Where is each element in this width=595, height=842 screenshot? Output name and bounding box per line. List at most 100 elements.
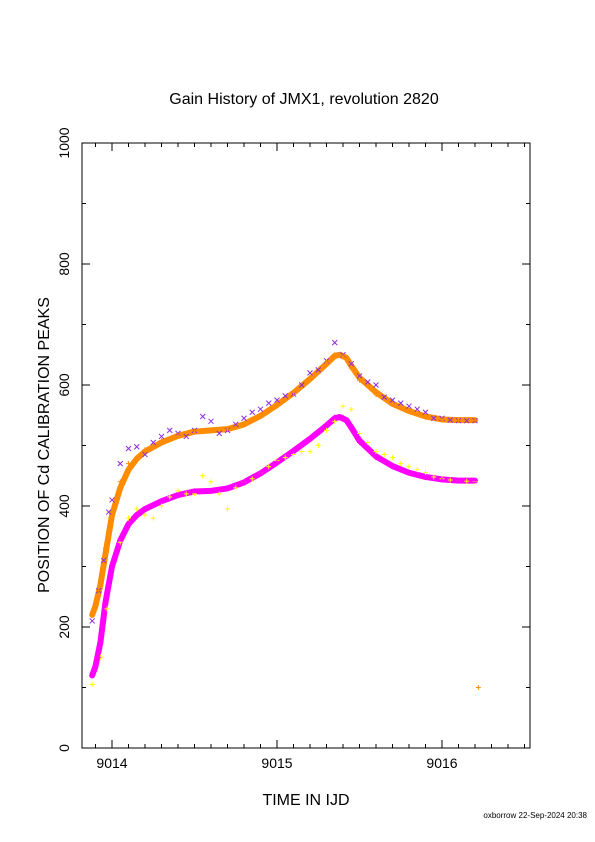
point-stroke xyxy=(199,413,206,420)
point-stroke xyxy=(265,400,272,407)
point-stroke xyxy=(133,443,140,450)
data-point xyxy=(406,470,412,476)
data-point xyxy=(175,492,181,498)
data-point xyxy=(134,506,140,512)
point-stroke xyxy=(117,460,124,467)
data-point xyxy=(390,401,395,407)
data-point xyxy=(274,459,280,465)
data-point xyxy=(89,681,95,687)
point-stroke xyxy=(397,400,404,407)
point-stroke xyxy=(381,394,388,400)
data-point xyxy=(472,478,478,484)
data-point xyxy=(96,588,102,594)
data-point xyxy=(208,427,214,433)
data-point xyxy=(406,464,412,470)
data-point xyxy=(299,449,305,455)
data-point xyxy=(390,464,395,470)
data-point xyxy=(463,417,470,424)
data-point xyxy=(373,449,379,455)
data-point xyxy=(414,406,421,413)
data-points xyxy=(89,339,481,690)
data-point xyxy=(150,439,157,446)
point-stroke xyxy=(298,382,305,388)
fit-curve xyxy=(89,351,478,618)
point-stroke xyxy=(274,397,280,403)
x-tick-label: 9016 xyxy=(426,755,457,771)
data-point xyxy=(241,415,247,422)
data-point xyxy=(142,506,148,512)
data-point xyxy=(109,497,115,503)
data-point xyxy=(315,443,321,448)
data-point xyxy=(89,618,96,624)
data-point xyxy=(258,470,263,476)
data-point xyxy=(133,443,140,450)
point-stroke xyxy=(348,360,355,367)
point-stroke xyxy=(208,418,214,425)
data-point xyxy=(126,521,131,527)
data-point xyxy=(266,464,272,470)
data-point xyxy=(134,512,140,518)
data-point xyxy=(249,476,255,482)
data-point xyxy=(282,393,289,399)
data-point xyxy=(89,612,95,618)
data-point xyxy=(307,375,313,381)
data-point xyxy=(208,488,214,494)
data-point xyxy=(241,421,247,427)
point-stroke xyxy=(89,618,96,624)
data-point xyxy=(340,414,346,420)
point-stroke xyxy=(109,497,115,503)
data-point xyxy=(456,417,461,423)
data-point xyxy=(158,433,165,440)
data-point xyxy=(464,478,470,484)
data-point xyxy=(348,360,355,367)
data-point xyxy=(142,447,148,453)
data-point xyxy=(340,403,346,409)
data-point xyxy=(241,479,247,485)
data-point xyxy=(183,433,190,440)
data-point xyxy=(265,400,272,407)
data-point xyxy=(356,373,363,379)
data-point xyxy=(298,382,305,388)
data-point xyxy=(159,438,164,444)
y-tick-label: 1000 xyxy=(56,127,72,158)
point-stroke xyxy=(422,409,429,416)
data-point xyxy=(439,416,445,422)
data-point xyxy=(166,427,173,434)
data-point xyxy=(125,445,132,452)
data-point xyxy=(199,413,206,420)
data-point xyxy=(225,485,230,491)
data-point xyxy=(175,488,181,494)
data-point xyxy=(175,432,181,438)
data-point xyxy=(183,491,189,497)
data-point xyxy=(307,370,313,376)
data-point xyxy=(307,449,313,455)
data-point xyxy=(258,412,263,418)
data-point xyxy=(340,353,346,359)
point-stroke xyxy=(183,433,190,440)
data-point xyxy=(381,394,388,400)
data-point xyxy=(307,435,313,441)
data-point xyxy=(472,417,478,423)
data-point xyxy=(159,503,164,509)
data-point xyxy=(430,415,437,422)
data-point xyxy=(381,452,387,458)
y-axis: 0 200 400 600 800 1000 xyxy=(56,127,530,752)
point-stroke xyxy=(307,370,313,376)
chart-title: Gain History of JMX1, revolution 2820 xyxy=(169,91,439,108)
data-point xyxy=(390,455,395,461)
data-point xyxy=(106,582,112,588)
point-stroke xyxy=(150,439,157,446)
data-point xyxy=(406,407,412,413)
data-point xyxy=(357,439,362,445)
data-point xyxy=(324,359,329,365)
point-stroke xyxy=(430,415,437,422)
data-point xyxy=(208,418,214,425)
data-point xyxy=(447,417,454,423)
data-point xyxy=(282,455,288,461)
point-stroke xyxy=(142,451,148,458)
data-point xyxy=(406,403,412,410)
data-point xyxy=(96,654,102,660)
point-stroke xyxy=(249,409,256,416)
data-point xyxy=(315,367,322,373)
